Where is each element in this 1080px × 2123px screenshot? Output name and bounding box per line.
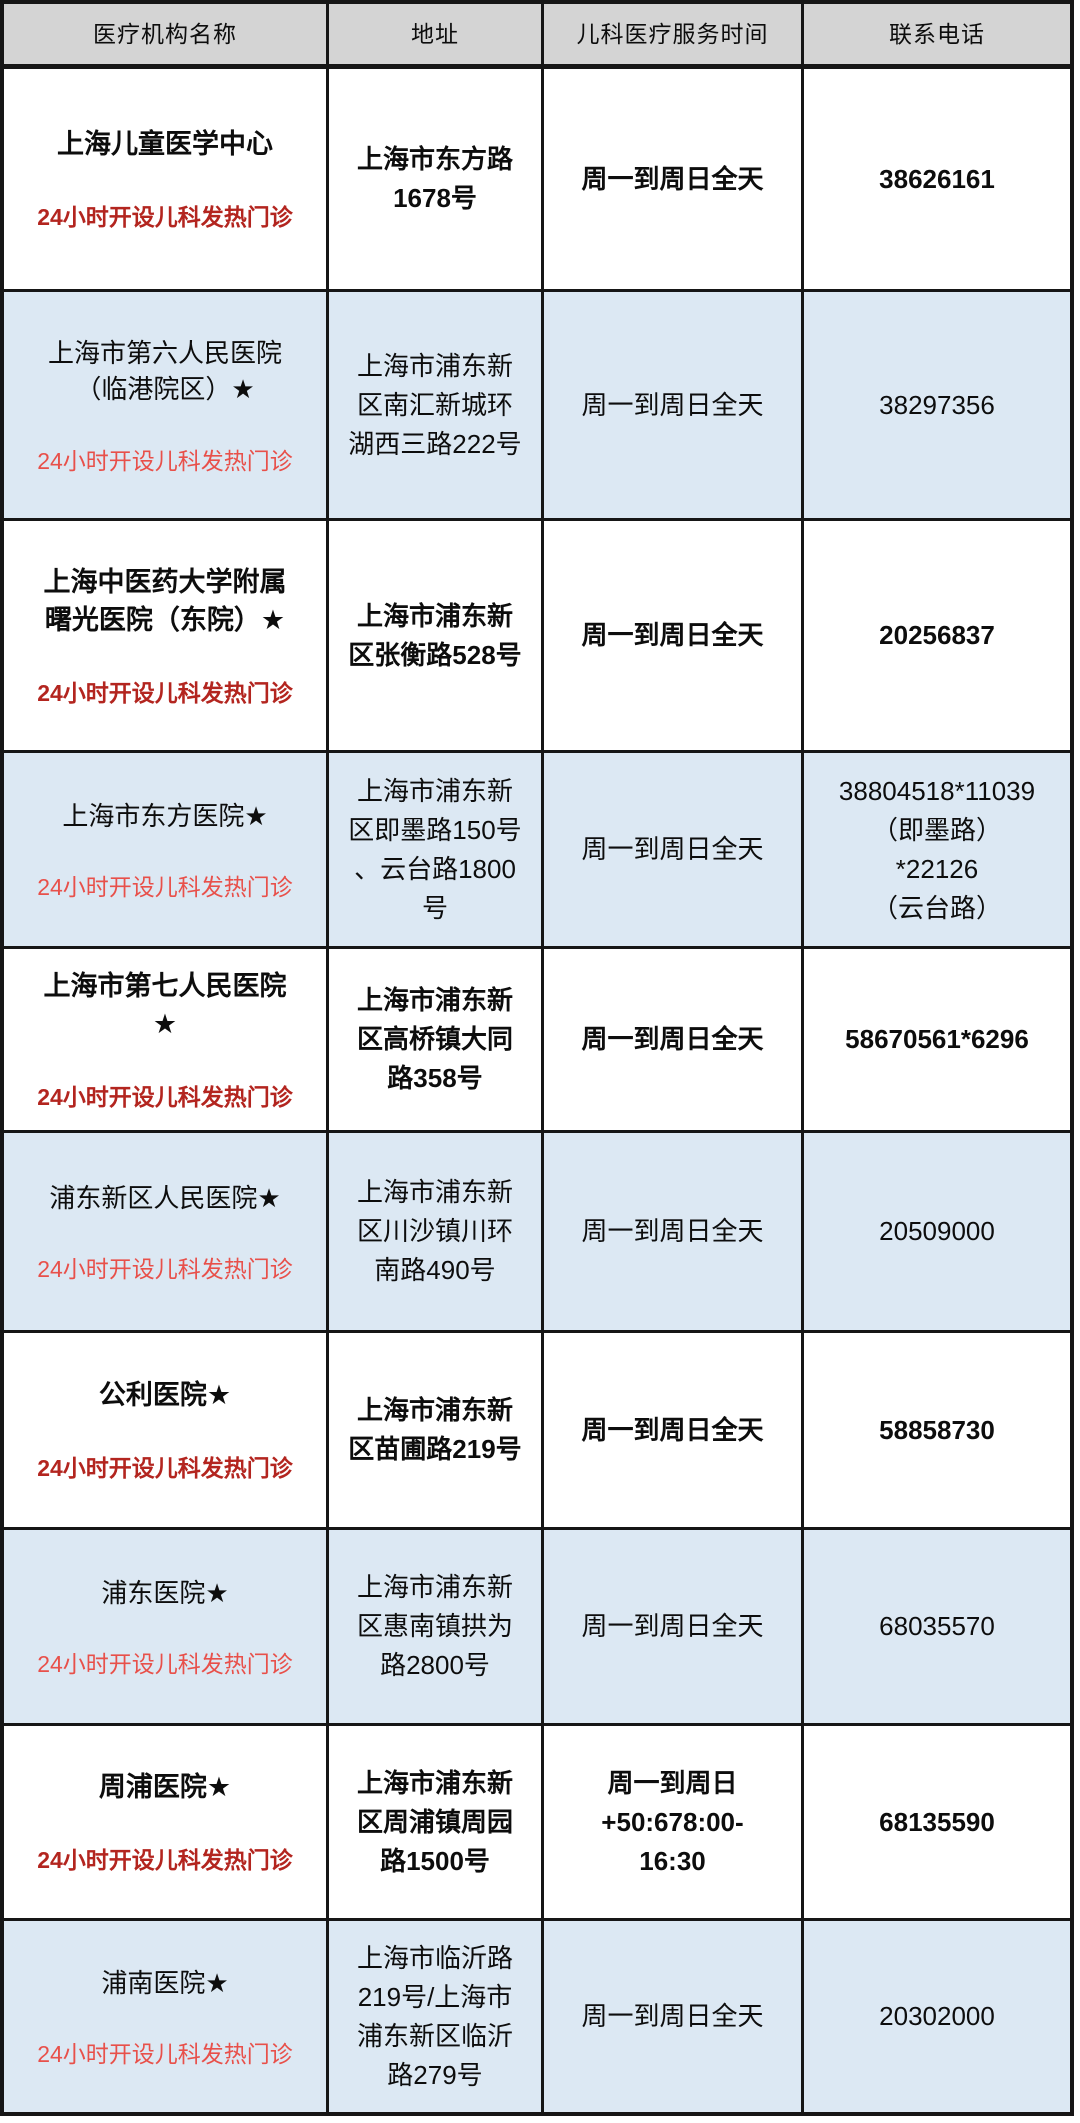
contact-phone: 20509000 bbox=[879, 1216, 995, 1246]
service-hours: 周一到周日全天 bbox=[544, 1921, 804, 2112]
table-row: 上海市东方医院★ 24小时开设儿科发热门诊 上海市浦东新 区即墨路150号 、云… bbox=[4, 753, 1070, 949]
fever-clinic-note: 24小时开设儿科发热门诊 bbox=[37, 204, 293, 231]
contact-phone: 58858730 bbox=[879, 1414, 995, 1445]
contact-phone: 68035570 bbox=[879, 1611, 995, 1641]
fever-clinic-note: 24小时开设儿科发热门诊 bbox=[37, 2040, 293, 2067]
hospital-name: 上海市第七人民医院 ★ bbox=[43, 970, 287, 1039]
fever-clinic-note: 24小时开设儿科发热门诊 bbox=[37, 1847, 293, 1874]
fever-clinic-note: 24小时开设儿科发热门诊 bbox=[37, 1455, 293, 1482]
service-hours: 周一到周日全天 bbox=[544, 69, 804, 289]
hospital-address: 上海市浦东新 区南汇新城环 湖西三路222号 bbox=[329, 292, 544, 518]
hospital-name-cell: 上海市东方医院★ 24小时开设儿科发热门诊 bbox=[4, 753, 329, 946]
table-row: 上海儿童医学中心 24小时开设儿科发热门诊 上海市东方路 1678号 周一到周日… bbox=[4, 69, 1070, 292]
table-header-row: 医疗机构名称 地址 儿科医疗服务时间 联系电话 bbox=[4, 4, 1070, 69]
service-hours: 周一到周日 +50:678:00- 16:30 bbox=[544, 1726, 804, 1918]
hospital-name: 上海中医药大学附属 曙光医院（东院）★ bbox=[43, 566, 287, 635]
table-row: 上海中医药大学附属 曙光医院（东院）★ 24小时开设儿科发热门诊 上海市浦东新 … bbox=[4, 521, 1070, 753]
table-row: 浦南医院★ 24小时开设儿科发热门诊 上海市临沂路 219号/上海市 浦东新区临… bbox=[4, 1921, 1070, 2112]
hospital-name-cell: 浦东医院★ 24小时开设儿科发热门诊 bbox=[4, 1530, 329, 1723]
hospital-address: 上海市浦东新 区即墨路150号 、云台路1800 号 bbox=[329, 753, 544, 946]
hospital-address: 上海市浦东新 区高桥镇大同 路358号 bbox=[329, 949, 544, 1130]
contact-phone: 20302000 bbox=[879, 2001, 995, 2031]
contact-phone: 38804518*11039 （即墨路） *22126 （云台路） bbox=[838, 775, 1036, 923]
service-hours: 周一到周日全天 bbox=[544, 1530, 804, 1723]
table-row: 公利医院★ 24小时开设儿科发热门诊 上海市浦东新 区苗圃路219号 周一到周日… bbox=[4, 1333, 1070, 1530]
hospital-address: 上海市浦东新 区川沙镇川环 南路490号 bbox=[329, 1133, 544, 1330]
hospital-name-cell: 上海儿童医学中心 24小时开设儿科发热门诊 bbox=[4, 69, 329, 289]
contact-phone: 38297356 bbox=[879, 389, 995, 420]
contact-phone: 58670561*6296 bbox=[845, 1024, 1029, 1054]
hospital-name-cell: 上海中医药大学附属 曙光医院（东院）★ 24小时开设儿科发热门诊 bbox=[4, 521, 329, 750]
hospital-name-cell: 周浦医院★ 24小时开设儿科发热门诊 bbox=[4, 1726, 329, 1918]
hospital-address: 上海市浦东新 区张衡路528号 bbox=[329, 521, 544, 750]
header-cell-phone: 联系电话 bbox=[889, 20, 985, 47]
header-cell-hours: 儿科医疗服务时间 bbox=[544, 4, 804, 64]
contact-phone: 38626161 bbox=[879, 163, 995, 194]
hospital-address: 上海市浦东新 区周浦镇周园 路1500号 bbox=[329, 1726, 544, 1918]
fever-clinic-note: 24小时开设儿科发热门诊 bbox=[37, 873, 293, 900]
hospital-name-cell: 公利医院★ 24小时开设儿科发热门诊 bbox=[4, 1333, 329, 1527]
hospital-name: 浦东医院★ bbox=[101, 1577, 229, 1608]
hospital-name: 上海市第六人民医院 （临港院区）★ bbox=[47, 337, 282, 405]
header-cell-address: 地址 bbox=[329, 4, 544, 64]
hospital-name: 上海市东方医院★ bbox=[62, 800, 268, 831]
service-hours: 周一到周日全天 bbox=[544, 949, 804, 1130]
hospital-name-cell: 浦南医院★ 24小时开设儿科发热门诊 bbox=[4, 1921, 329, 2112]
contact-phone: 20256837 bbox=[879, 620, 995, 650]
hospital-address: 上海市东方路 1678号 bbox=[329, 69, 544, 289]
hospital-address: 上海市临沂路 219号/上海市 浦东新区临沂 路279号 bbox=[329, 1921, 544, 2112]
hospital-name: 浦东新区人民医院★ bbox=[49, 1182, 281, 1213]
service-hours: 周一到周日全天 bbox=[544, 1133, 804, 1330]
hospital-name: 公利医院★ bbox=[98, 1380, 232, 1411]
hospital-name: 周浦医院★ bbox=[98, 1772, 232, 1803]
service-hours: 周一到周日全天 bbox=[544, 1333, 804, 1527]
table-row: 浦东新区人民医院★ 24小时开设儿科发热门诊 上海市浦东新 区川沙镇川环 南路4… bbox=[4, 1133, 1070, 1333]
contact-phone: 68135590 bbox=[879, 1806, 995, 1837]
hospital-name-cell: 上海市第七人民医院 ★ 24小时开设儿科发热门诊 bbox=[4, 949, 329, 1130]
table-row: 浦东医院★ 24小时开设儿科发热门诊 上海市浦东新 区惠南镇拱为 路2800号 … bbox=[4, 1530, 1070, 1726]
fever-clinic-note: 24小时开设儿科发热门诊 bbox=[37, 1255, 293, 1282]
hospital-name: 浦南医院★ bbox=[101, 1967, 229, 1998]
fever-clinic-note: 24小时开设儿科发热门诊 bbox=[37, 1083, 293, 1110]
service-hours: 周一到周日全天 bbox=[544, 753, 804, 946]
fever-clinic-note: 24小时开设儿科发热门诊 bbox=[37, 1650, 293, 1677]
hospital-name-cell: 上海市第六人民医院 （临港院区）★ 24小时开设儿科发热门诊 bbox=[4, 292, 329, 518]
fever-clinic-note: 24小时开设儿科发热门诊 bbox=[37, 679, 293, 706]
fever-clinic-note: 24小时开设儿科发热门诊 bbox=[37, 447, 293, 474]
service-hours: 周一到周日全天 bbox=[544, 521, 804, 750]
hospital-name: 上海儿童医学中心 bbox=[57, 129, 273, 160]
table-row: 上海市第七人民医院 ★ 24小时开设儿科发热门诊 上海市浦东新 区高桥镇大同 路… bbox=[4, 949, 1070, 1133]
service-hours: 周一到周日全天 bbox=[544, 292, 804, 518]
hospital-address: 上海市浦东新 区苗圃路219号 bbox=[329, 1333, 544, 1527]
table-row: 上海市第六人民医院 （临港院区）★ 24小时开设儿科发热门诊 上海市浦东新 区南… bbox=[4, 292, 1070, 521]
table-row: 周浦医院★ 24小时开设儿科发热门诊 上海市浦东新 区周浦镇周园 路1500号 … bbox=[4, 1726, 1070, 1921]
hospital-name-cell: 浦东新区人民医院★ 24小时开设儿科发热门诊 bbox=[4, 1133, 329, 1330]
hospital-address: 上海市浦东新 区惠南镇拱为 路2800号 bbox=[329, 1530, 544, 1723]
header-cell-name: 医疗机构名称 bbox=[4, 4, 329, 64]
